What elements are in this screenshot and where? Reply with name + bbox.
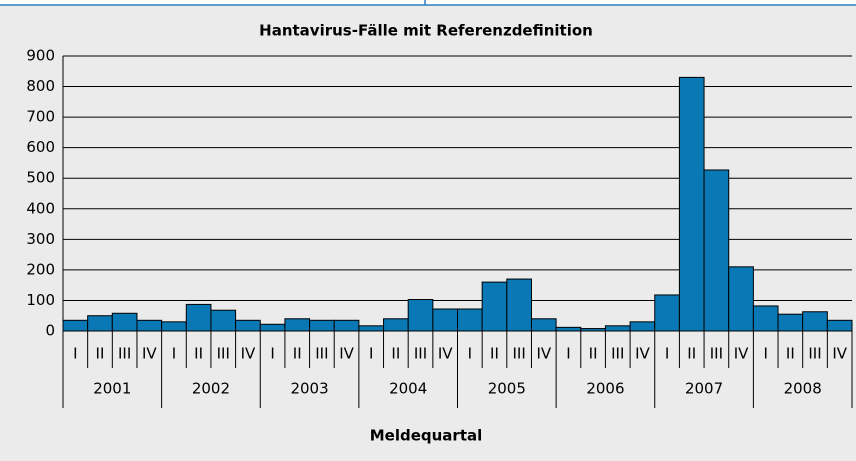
x-group-label: 2006 bbox=[586, 380, 624, 398]
bar bbox=[752, 305, 779, 332]
x-tick-label: II bbox=[391, 345, 400, 363]
y-tick-label: 200 bbox=[26, 260, 55, 278]
x-tick-label: II bbox=[490, 345, 499, 363]
bar bbox=[580, 328, 606, 332]
x-tick-label: II bbox=[293, 345, 302, 363]
x-tick-label: II bbox=[96, 345, 105, 363]
x-tick-label: III bbox=[414, 345, 427, 363]
x-group-label: 2001 bbox=[93, 380, 131, 398]
x-tick-label: IV bbox=[734, 345, 749, 363]
bar bbox=[210, 309, 237, 332]
x-tick-label: III bbox=[611, 345, 624, 363]
bar bbox=[777, 313, 804, 332]
x-tick-label: III bbox=[315, 345, 328, 363]
bar bbox=[136, 319, 163, 332]
y-tick-label: 500 bbox=[26, 169, 55, 187]
y-tick-label: 900 bbox=[26, 47, 55, 65]
bar bbox=[728, 266, 754, 332]
x-group-label: 2005 bbox=[488, 380, 526, 398]
y-tick-label: 300 bbox=[26, 230, 55, 248]
x-tick-label: I bbox=[468, 345, 472, 363]
x-tick-label: III bbox=[710, 345, 723, 363]
x-tick-label: III bbox=[513, 345, 526, 363]
bar bbox=[654, 294, 680, 332]
y-tick-label: 400 bbox=[26, 199, 55, 217]
x-tick-label: IV bbox=[832, 345, 847, 363]
bar bbox=[284, 318, 311, 332]
bar bbox=[703, 169, 730, 332]
bar bbox=[802, 311, 828, 332]
bar bbox=[161, 321, 187, 332]
x-tick-label: II bbox=[589, 345, 598, 363]
x-tick-label: II bbox=[194, 345, 203, 363]
bar bbox=[383, 318, 409, 332]
y-tick-label: 100 bbox=[26, 291, 55, 309]
bar bbox=[235, 319, 261, 332]
bar bbox=[333, 319, 360, 332]
x-group-label: 2002 bbox=[192, 380, 230, 398]
bar bbox=[826, 319, 853, 332]
bar bbox=[629, 321, 656, 332]
x-tick-label: IV bbox=[635, 345, 650, 363]
x-tick-label: IV bbox=[536, 345, 551, 363]
x-tick-label: I bbox=[73, 345, 77, 363]
bar bbox=[604, 325, 631, 332]
bar bbox=[678, 76, 705, 332]
x-tick-label: I bbox=[369, 345, 373, 363]
bar bbox=[259, 323, 286, 332]
x-tick-label: II bbox=[687, 345, 696, 363]
x-group-label: 2008 bbox=[784, 380, 822, 398]
bar bbox=[506, 278, 532, 332]
y-tick-label: 700 bbox=[26, 108, 55, 126]
x-group-label: 2004 bbox=[389, 380, 427, 398]
bar bbox=[530, 318, 557, 332]
bar bbox=[457, 308, 483, 332]
bar bbox=[309, 319, 335, 332]
bar bbox=[185, 303, 212, 332]
x-tick-label: IV bbox=[241, 345, 256, 363]
x-tick-label: IV bbox=[438, 345, 453, 363]
x-tick-label: II bbox=[786, 345, 795, 363]
x-tick-label: III bbox=[217, 345, 230, 363]
y-tick-label: 0 bbox=[45, 322, 55, 340]
bar bbox=[87, 315, 113, 332]
chart-title: Hantavirus-Fälle mit Referenzdefinition bbox=[259, 22, 593, 40]
x-axis-title: Meldequartal bbox=[370, 427, 483, 445]
x-tick-label: III bbox=[118, 345, 131, 363]
x-tick-label: IV bbox=[142, 345, 157, 363]
x-tick-label: I bbox=[566, 345, 570, 363]
bar bbox=[407, 299, 434, 332]
x-tick-label: IV bbox=[339, 345, 354, 363]
y-tick-label: 600 bbox=[26, 138, 55, 156]
bar bbox=[432, 308, 458, 332]
x-tick-label: III bbox=[808, 345, 821, 363]
x-tick-label: I bbox=[763, 345, 767, 363]
bar bbox=[481, 281, 508, 332]
bar bbox=[555, 326, 582, 332]
bar bbox=[111, 312, 138, 332]
top-strip bbox=[0, 0, 856, 5]
bar bbox=[358, 325, 385, 332]
x-group-label: 2007 bbox=[685, 380, 723, 398]
x-tick-label: I bbox=[665, 345, 669, 363]
x-group-label: 2003 bbox=[290, 380, 328, 398]
bar bbox=[62, 319, 89, 332]
x-tick-label: I bbox=[172, 345, 176, 363]
y-tick-label: 800 bbox=[26, 77, 55, 95]
x-tick-label: I bbox=[270, 345, 274, 363]
